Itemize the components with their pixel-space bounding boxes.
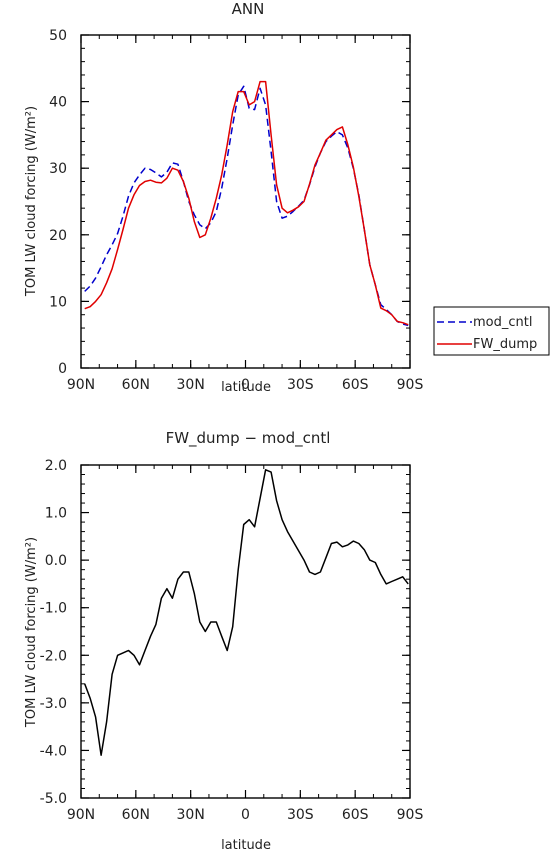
legend-label-mod-cntl: mod_cntl <box>473 315 532 330</box>
top-x-tick-label: 60S <box>342 377 369 393</box>
top-y-ticks: 0 10 20 30 40 50 <box>49 28 410 377</box>
bottom-y-tick-label: 2.0 <box>45 458 67 474</box>
bottom-x-tick-label: 0 <box>241 807 250 823</box>
top-y-tick-label: 10 <box>49 294 67 310</box>
bottom-chart: FW_dump − mod_cntl 2.0 1.0 0.0 -1.0 -2.0 -3.0… <box>24 429 423 851</box>
top-x-tick-label: 0 <box>241 377 250 393</box>
bottom-chart-title: FW_dump − mod_cntl <box>166 429 331 448</box>
bottom-y-axis-label: TOM LW cloud forcing (W/m²) <box>24 537 39 728</box>
bottom-chart-frame <box>80 464 411 799</box>
top-x-axis-label: latitude <box>221 380 271 395</box>
bottom-x-tick-label: 30S <box>287 807 314 823</box>
bottom-x-tick-label: 90N <box>67 807 95 823</box>
bottom-y-tick-label: -5.0 <box>40 791 67 807</box>
top-series-line-fw-dump <box>84 80 409 326</box>
top-y-axis-label: TOM LW cloud forcing (W/m²) <box>24 106 39 297</box>
top-chart-title: ANN <box>232 0 265 18</box>
top-x-tick-label: 90S <box>397 377 424 393</box>
top-legend: mod_cntl FW_dump <box>433 306 550 356</box>
top-x-tick-label: 30S <box>287 377 314 393</box>
bottom-y-tick-label: -4.0 <box>40 743 67 759</box>
top-series-group <box>84 80 409 327</box>
bottom-y-tick-label: -2.0 <box>40 648 67 664</box>
bottom-series-group <box>83 469 409 756</box>
bottom-x-ticks: 90N 60N 30N 0 30S 60S 90S <box>67 465 424 823</box>
bottom-x-tick-label: 60S <box>342 807 369 823</box>
top-y-tick-label: 20 <box>49 228 67 244</box>
top-x-tick-label: 30N <box>177 377 205 393</box>
bottom-y-tick-label: 0.0 <box>45 553 67 569</box>
top-chart-frame <box>80 34 411 369</box>
top-chart: ANN 0 10 20 30 40 50 90N 60N 30N 0 30S 60S 90S TOM … <box>24 0 550 395</box>
top-y-tick-label: 40 <box>49 95 67 111</box>
bottom-x-tick-label: 60N <box>122 807 150 823</box>
bottom-y-tick-label: 1.0 <box>45 506 67 522</box>
bottom-x-tick-label: 90S <box>397 807 424 823</box>
top-x-tick-label: 90N <box>67 377 95 393</box>
legend-box <box>433 306 550 356</box>
bottom-x-axis-label: latitude <box>221 838 271 851</box>
bottom-y-tick-label: -1.0 <box>40 601 67 617</box>
bottom-x-tick-label: 30N <box>177 807 205 823</box>
legend-label-fw-dump: FW_dump <box>473 337 537 352</box>
top-x-tick-label: 60N <box>122 377 150 393</box>
top-y-tick-label: 50 <box>49 28 67 44</box>
top-y-tick-label: 0 <box>58 361 67 377</box>
top-x-ticks: 90N 60N 30N 0 30S 60S 90S <box>67 35 424 393</box>
bottom-y-tick-label: -3.0 <box>40 696 67 712</box>
top-y-tick-label: 30 <box>49 161 67 177</box>
bottom-series-line-fw-dump-mod-cntl <box>83 469 409 756</box>
bottom-y-ticks: 2.0 1.0 0.0 -1.0 -2.0 -3.0 -4.0 -5.0 <box>40 458 410 807</box>
